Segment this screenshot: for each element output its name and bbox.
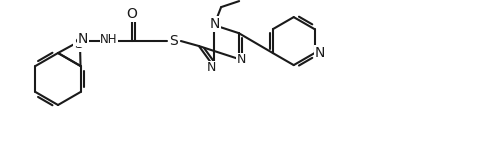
Text: NH: NH [100, 33, 118, 46]
Text: N: N [207, 61, 216, 75]
Text: N: N [78, 32, 88, 46]
Text: O: O [126, 7, 138, 21]
Text: N: N [237, 53, 246, 66]
Text: S: S [170, 34, 178, 48]
Text: N: N [210, 17, 220, 31]
Text: N: N [314, 46, 325, 60]
Text: S: S [74, 37, 83, 51]
